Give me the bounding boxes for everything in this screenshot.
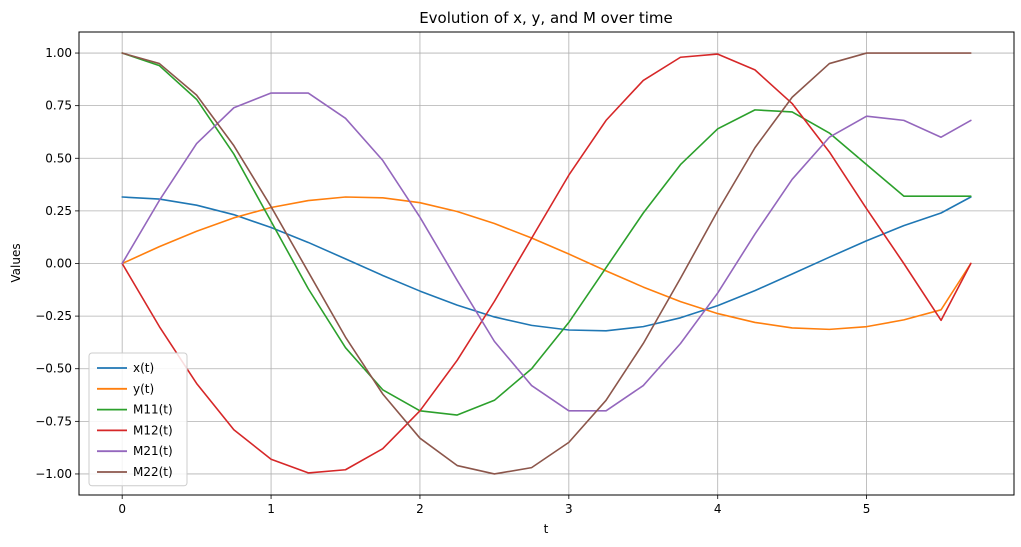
legend-label: x(t) [133, 361, 154, 375]
legend-box [88, 352, 188, 487]
legend-label: y(t) [133, 382, 154, 396]
series-line-xt [121, 196, 972, 332]
x-axis-label: t [544, 522, 549, 536]
series-line-m22t [121, 52, 972, 475]
y-tick-label: 0.75 [45, 99, 72, 113]
legend: x(t) y(t) M11(t) M12(t) M21(t) M22(t) [88, 352, 188, 487]
x-tick-label: 5 [863, 502, 871, 516]
x-tick-label: 3 [565, 502, 573, 516]
legend-label: M21(t) [133, 444, 173, 458]
series-line-m21t [121, 92, 972, 412]
y-tick-label: 0.50 [45, 151, 72, 165]
x-tick-label: 1 [267, 502, 275, 516]
chart-title: Evolution of x, y, and M over time [419, 9, 673, 27]
y-tick-label: −1.00 [35, 467, 72, 481]
series-line-m12t [121, 53, 972, 474]
y-axis-label: Values [9, 243, 23, 282]
x-tick-label: 4 [714, 502, 722, 516]
legend-label: M12(t) [133, 423, 173, 437]
series-lines [121, 52, 972, 475]
legend-label: M22(t) [133, 465, 173, 479]
y-tick-label: −0.50 [35, 362, 72, 376]
y-tick-label: 0.25 [45, 204, 72, 218]
series-line-m11t [121, 52, 972, 416]
y-tick-label: −0.75 [35, 414, 72, 428]
legend-label: M11(t) [133, 403, 173, 417]
y-tick-label: 0.00 [45, 257, 72, 271]
axes: 0 1 2 3 4 5 −1.00 −0.75 −0.50 −0.25 0.00 0.25 0.50 0.… [35, 46, 870, 516]
grid [79, 32, 1014, 495]
x-tick-label: 0 [118, 502, 126, 516]
y-tick-label: −0.25 [35, 309, 72, 323]
x-tick-label: 2 [416, 502, 424, 516]
y-tick-label: 1.00 [45, 46, 72, 60]
